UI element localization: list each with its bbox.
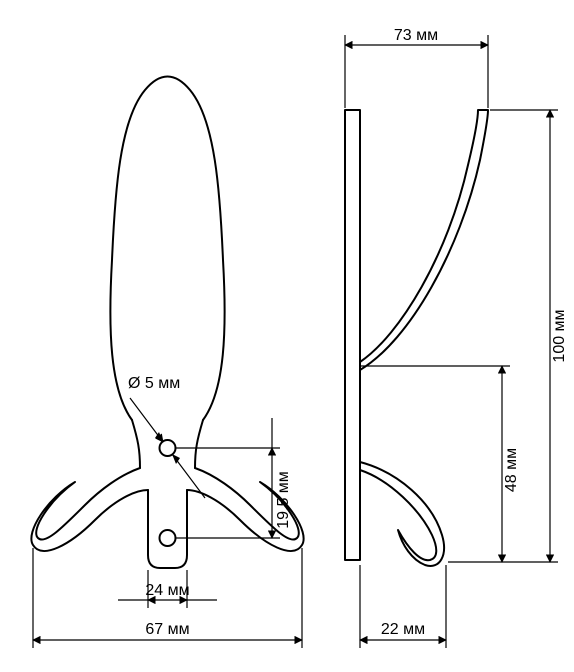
side-backplate: [345, 110, 360, 560]
dim-side-height: 100 мм: [448, 110, 568, 562]
technical-drawing: Ø 5 мм 19,5 мм 24 мм 67 мм: [0, 0, 574, 672]
dim-side-hook-depth: 22 мм: [360, 565, 446, 648]
dim-hole-diameter: Ø 5 мм: [128, 375, 205, 498]
front-upper-hook-outline: [110, 77, 224, 421]
dim-side-lower-height: 48 мм: [360, 366, 520, 562]
front-neck-outline: [132, 420, 203, 468]
dim-hole-spacing: 19,5 мм: [175, 418, 292, 538]
dim-side-lower-height-label: 48 мм: [503, 448, 520, 492]
front-hole-top: [160, 440, 176, 456]
front-hole-bottom: [160, 530, 176, 546]
side-upper-hook: [360, 110, 488, 370]
side-view: 73 мм 100 мм 48 мм 22 мм: [345, 27, 568, 648]
dim-front-width-label: 67 мм: [145, 621, 189, 638]
dim-plate-width: 24 мм: [118, 570, 217, 608]
dim-side-hook-depth-label: 22 мм: [381, 621, 425, 638]
dim-side-height-label: 100 мм: [551, 309, 568, 362]
dim-side-top-depth-label: 73 мм: [394, 27, 438, 44]
dim-hole-spacing-label: 19,5 мм: [275, 471, 292, 529]
dim-plate-width-label: 24 мм: [145, 582, 189, 599]
dim-side-top-depth: 73 мм: [345, 27, 488, 108]
side-lower-hook: [360, 462, 444, 566]
dim-hole-diameter-label: Ø 5 мм: [128, 375, 180, 392]
front-view: Ø 5 мм 19,5 мм 24 мм 67 мм: [31, 77, 303, 649]
